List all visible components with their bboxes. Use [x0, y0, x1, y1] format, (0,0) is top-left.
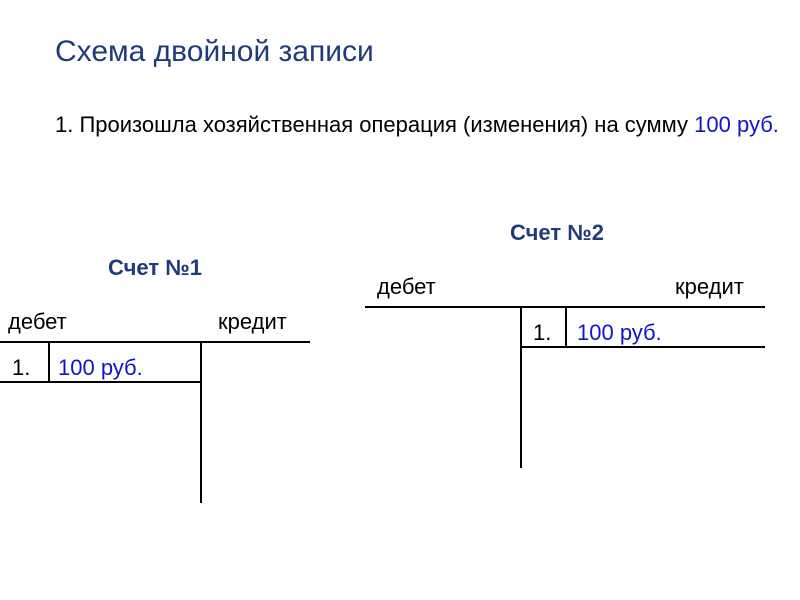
account1-entry-val-wrap: 100 руб.: [58, 355, 143, 381]
account2-stem: [520, 308, 522, 468]
subtitle-amount: 100 руб.: [694, 112, 779, 137]
account1-entry-num: 1.: [12, 355, 30, 380]
slide-title: Схема двойной записи: [55, 35, 374, 69]
account1-t: дебет кредит 1. 100 руб.: [0, 305, 310, 465]
account2-entry-val-wrap: 100 руб.: [577, 320, 662, 346]
account2-entry-val: 100 руб.: [577, 320, 662, 345]
account1-debit-label: дебет: [8, 309, 67, 335]
account1-tick: [48, 343, 50, 381]
account2-header: дебет кредит: [365, 270, 765, 308]
account1-stem: [200, 343, 202, 503]
account1-credit-label: кредит: [218, 309, 287, 335]
subtitle-text: 1. Произошла хозяйственная операция (изм…: [55, 112, 694, 137]
account2-entry: 1.: [533, 320, 551, 346]
account1-entry: 1.: [12, 355, 30, 381]
slide-subtitle: 1. Произошла хозяйственная операция (изм…: [55, 110, 779, 140]
account2-credit-label: кредит: [675, 274, 744, 300]
account2-entry-num: 1.: [533, 320, 551, 345]
account2-bottom: [520, 346, 765, 348]
account1-bottom: [0, 381, 200, 383]
account1-entry-val: 100 руб.: [58, 355, 143, 380]
account2-t: дебет кредит 1. 100 руб.: [365, 270, 765, 430]
account2-tick: [565, 308, 567, 346]
account2-debit-label: дебет: [377, 274, 436, 300]
account1-title: Счет №1: [108, 255, 202, 281]
account2-title: Счет №2: [510, 220, 604, 246]
account1-header: дебет кредит: [0, 305, 310, 343]
